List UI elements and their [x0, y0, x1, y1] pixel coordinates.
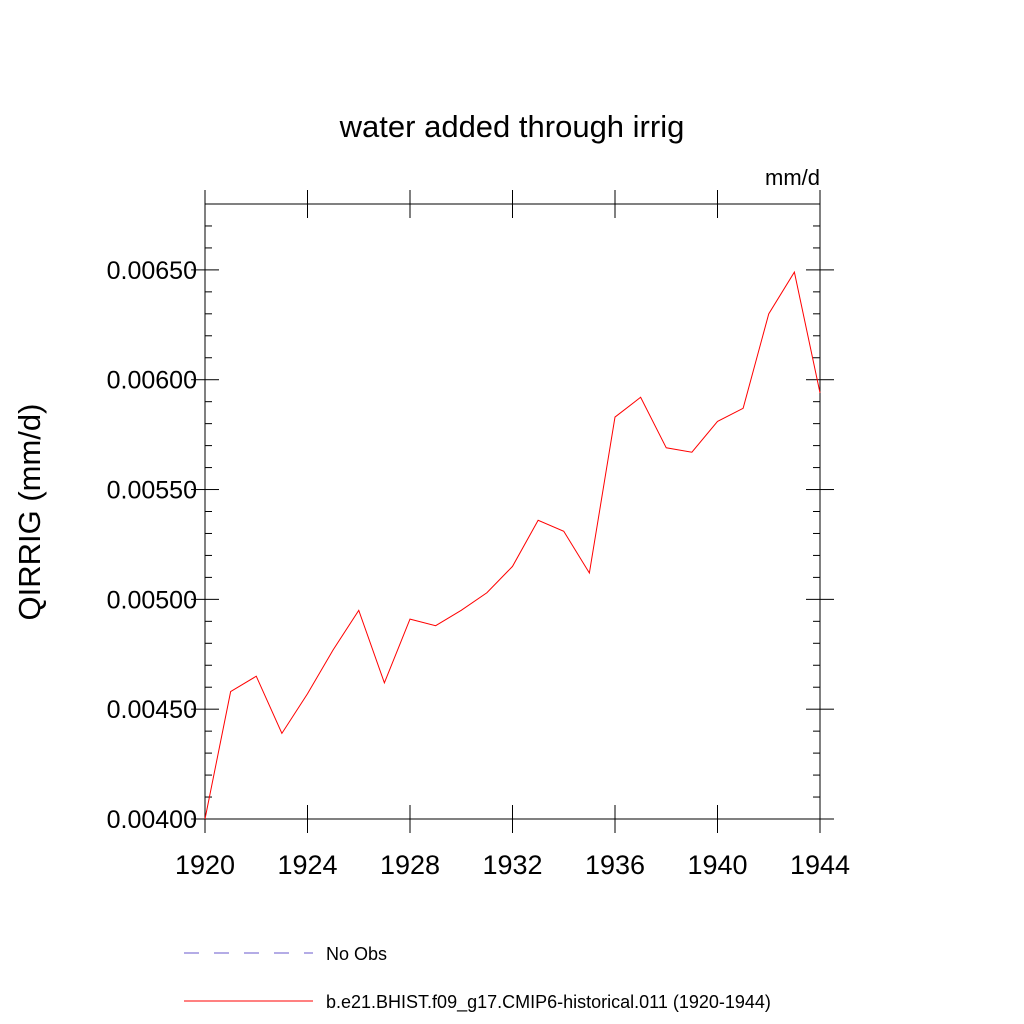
- y-axis-ticks: 0.00400 0.00450 0.00500 0.00550 0.00600 0.006…: [107, 203, 834, 834]
- legend-label: b.e21.BHIST.f09_g17.CMIP6-historical.011…: [326, 992, 771, 1013]
- y-tick-label: 0.00400: [107, 806, 197, 834]
- y-tick-label: 0.00500: [107, 586, 197, 614]
- y-tick-label: 0.00550: [107, 477, 197, 505]
- y-tick-label: 0.00650: [107, 257, 197, 285]
- x-tick-label: 1936: [585, 850, 645, 880]
- x-tick-label: 1920: [175, 850, 235, 880]
- y-axis-label: QIRRIG (mm/d): [12, 404, 47, 621]
- units-label: mm/d: [765, 165, 820, 190]
- plot-frame: [204, 203, 821, 820]
- x-tick-label: 1944: [790, 850, 850, 880]
- x-tick-label: 1928: [380, 850, 440, 880]
- x-axis-ticks: 1920 1924 1928 1932 1936 1940 1944: [175, 190, 850, 880]
- x-tick-label: 1940: [687, 850, 747, 880]
- legend: No Obs b.e21.BHIST.f09_g17.CMIP6-historic…: [184, 944, 771, 1013]
- y-tick-label: 0.00450: [107, 696, 197, 724]
- series-layer: [204, 270, 821, 820]
- chart-title: water added through irrig: [339, 109, 685, 144]
- x-tick-label: 1932: [482, 850, 542, 880]
- legend-label: No Obs: [326, 944, 387, 964]
- x-tick-label: 1924: [277, 850, 337, 880]
- y-tick-label: 0.00600: [107, 367, 197, 395]
- series-line: [204, 270, 821, 820]
